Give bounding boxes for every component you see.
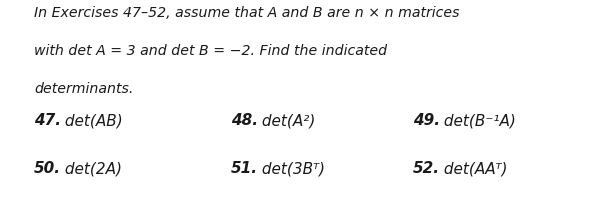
Text: 50.: 50. <box>34 161 61 176</box>
Text: 51.: 51. <box>231 161 258 176</box>
Text: with det A = 3 and det B = −2. Find the indicated: with det A = 3 and det B = −2. Find the … <box>34 44 387 58</box>
Text: 52.: 52. <box>413 161 440 176</box>
Text: det(3Bᵀ): det(3Bᵀ) <box>257 161 325 176</box>
Text: 47.: 47. <box>34 113 61 128</box>
Text: det(AB): det(AB) <box>60 113 123 128</box>
Text: det(B⁻¹A): det(B⁻¹A) <box>439 113 516 128</box>
Text: determinants.: determinants. <box>34 82 133 96</box>
Text: det(2A): det(2A) <box>60 161 122 176</box>
Text: det(A²): det(A²) <box>257 113 315 128</box>
Text: det(AAᵀ): det(AAᵀ) <box>439 161 507 176</box>
Text: In Exercises 47–52, assume that A and B are n × n matrices: In Exercises 47–52, assume that A and B … <box>34 6 460 20</box>
Text: 49.: 49. <box>413 113 440 128</box>
Text: 48.: 48. <box>231 113 258 128</box>
